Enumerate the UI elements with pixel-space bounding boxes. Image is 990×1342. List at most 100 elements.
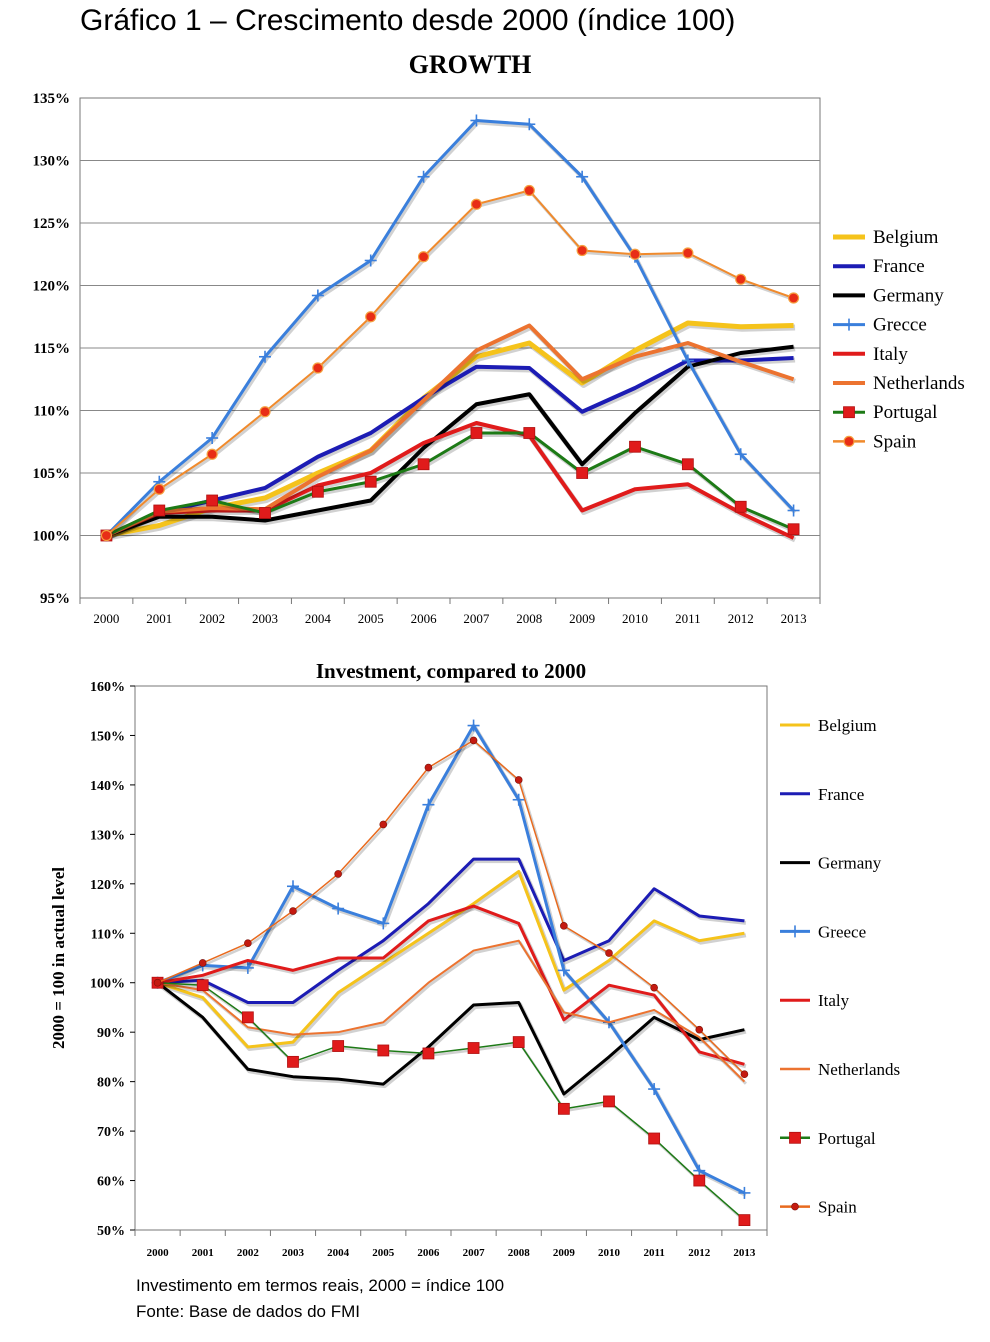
invest-series-line — [157, 981, 745, 1221]
invest-title: Investment, compared to 2000 — [316, 659, 586, 683]
growth-point — [417, 170, 430, 183]
invest-point — [467, 719, 480, 732]
growth-series-netherlands — [105, 323, 796, 540]
growth-point — [787, 504, 800, 517]
growth-series-shadow — [106, 191, 796, 539]
growth-legend-marker — [843, 435, 855, 447]
growth-legend-item-portugal: Portugal — [833, 402, 937, 423]
caption-investment-note: Investimento em termos reais, 2000 = índ… — [136, 1276, 505, 1295]
growth-y-tick-label: 105% — [33, 466, 71, 482]
growth-point — [523, 184, 535, 197]
invest-y-tick-label: 90% — [97, 1026, 125, 1041]
growth-chart: 95% 100% 105% 110% 115% 120% 125% 130% 135% 2000 2… — [33, 91, 965, 626]
growth-y-tick-label: 95% — [40, 591, 70, 607]
growth-point — [576, 467, 589, 479]
growth-point — [470, 427, 483, 439]
growth-point — [417, 251, 430, 263]
invest-point — [422, 798, 435, 811]
invest-point — [287, 1055, 299, 1068]
invest-series-shadow — [157, 983, 747, 1098]
invest-point — [605, 949, 613, 957]
invest-y-tick-label: 60% — [97, 1175, 125, 1190]
growth-point — [734, 500, 747, 513]
growth-series-france — [105, 356, 796, 540]
invest-series-france — [157, 857, 747, 1007]
growth-x-tick-label: 2000 — [93, 611, 119, 626]
growth-point — [206, 432, 219, 444]
invest-point — [287, 880, 299, 893]
growth-point — [629, 440, 641, 453]
invest-y-tick-label: 100% — [90, 977, 125, 992]
growth-point — [259, 406, 271, 418]
invest-point — [648, 1083, 661, 1096]
invest-y-tick-label: 50% — [97, 1224, 125, 1239]
growth-series-spain — [100, 184, 800, 542]
invest-x-tick-label: 2002 — [237, 1247, 260, 1259]
growth-legend-label: Germany — [873, 285, 944, 306]
growth-point — [681, 458, 694, 471]
growth-legend-item-italy: Italy — [833, 344, 908, 365]
growth-x-tick-label: 2011 — [675, 611, 701, 626]
invest-series-italy — [157, 904, 747, 1069]
growth-series-line — [105, 421, 795, 540]
invest-legend-item-belgium: Belgium — [780, 716, 877, 735]
growth-point — [206, 494, 219, 507]
growth-legend-item-france: France — [833, 256, 925, 277]
growth-series-line — [105, 119, 795, 537]
invest-y-tick-label: 80% — [97, 1076, 125, 1091]
invest-point — [334, 870, 342, 878]
invest-series-shadow — [158, 941, 747, 1085]
invest-series-germany — [156, 981, 747, 1098]
invest-point — [241, 1011, 254, 1024]
invest-series-line — [157, 939, 746, 1083]
growth-point — [682, 247, 694, 259]
growth-point — [153, 504, 166, 517]
invest-x-tick-label: 2006 — [417, 1247, 440, 1259]
invest-point — [648, 1132, 661, 1145]
growth-series-line — [105, 344, 794, 538]
growth-point — [576, 244, 588, 257]
growth-series-portugal — [100, 427, 800, 542]
invest-point — [740, 1070, 749, 1079]
invest-x-tick-label: 2010 — [598, 1247, 621, 1259]
growth-chart-title: GROWTH — [408, 50, 532, 79]
growth-legend-item-germany: Germany — [833, 285, 944, 306]
invest-point — [289, 907, 297, 915]
invest-legend-label: France — [818, 785, 864, 804]
growth-x-tick-label: 2007 — [463, 611, 490, 626]
invest-legend-label: Belgium — [818, 716, 877, 735]
invest-point — [469, 736, 478, 745]
invest-legend-label: Greece — [818, 922, 866, 941]
caption-source: Fonte: Base de dados do FMI — [136, 1302, 360, 1321]
growth-legend-label: Belgium — [873, 227, 939, 248]
growth-series-germany — [105, 344, 796, 540]
invest-point — [241, 961, 254, 974]
invest-point — [377, 917, 390, 930]
invest-x-tick-label: 2007 — [463, 1247, 486, 1259]
invest-series-line — [157, 869, 745, 1049]
invest-legend-marker — [789, 925, 801, 938]
growth-series-line — [105, 189, 794, 537]
invest-x-tick-label: 2000 — [147, 1247, 170, 1259]
growth-point — [470, 198, 483, 210]
growth-point — [787, 523, 800, 536]
growth-x-tick-label: 2008 — [516, 611, 542, 626]
invest-point — [557, 964, 570, 977]
growth-legend-label: Italy — [873, 344, 908, 365]
growth-x-tick-label: 2003 — [252, 611, 278, 626]
growth-point — [311, 289, 324, 302]
growth-legend-item-spain: Spain — [833, 431, 917, 452]
growth-legend-item-grecce: Grecce — [833, 315, 927, 336]
invest-series-netherlands — [157, 939, 747, 1085]
growth-x-tick-label: 2013 — [781, 611, 807, 626]
invest-point — [738, 1214, 751, 1227]
growth-point — [470, 114, 483, 127]
growth-x-tick-label: 2005 — [358, 611, 384, 626]
invest-y-tick-label: 70% — [97, 1125, 125, 1140]
growth-x-tick-label: 2004 — [305, 611, 332, 626]
invest-legend-item-greece: Greece — [780, 922, 866, 941]
invest-point — [557, 1102, 570, 1115]
growth-legend-label: Spain — [873, 431, 917, 452]
growth-series-line — [105, 356, 794, 538]
invest-x-tick-label: 2004 — [327, 1247, 350, 1259]
